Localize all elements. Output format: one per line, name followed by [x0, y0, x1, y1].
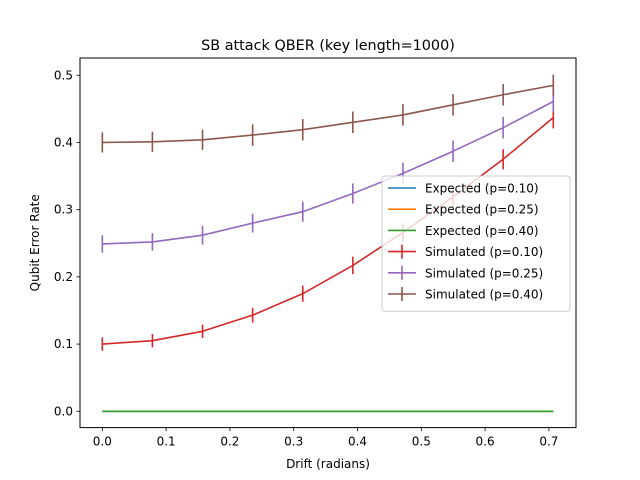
- y-tick-label: 0.4: [54, 135, 73, 149]
- x-tick-label: 0.6: [476, 435, 495, 449]
- series-6: [101, 74, 555, 153]
- legend: Expected (p=0.10) Expected (p=0.25) Expect…: [381, 175, 571, 312]
- legend-label: Expected (p=0.10): [425, 182, 539, 196]
- axes-frame: [79, 57, 577, 429]
- y-tick-label: 0.1: [54, 337, 73, 351]
- series-line: [102, 84, 554, 144]
- y-tick-label: 0.3: [54, 203, 73, 217]
- x-tick-label: 0.5: [412, 435, 431, 449]
- legend-label: Expected (p=0.40): [425, 224, 539, 238]
- x-tick-label: 0.7: [539, 435, 558, 449]
- legend-label: Simulated (p=0.40): [425, 288, 543, 302]
- x-tick-label: 0.1: [157, 435, 176, 449]
- x-tick-label: 0.4: [348, 435, 367, 449]
- series-line: [102, 100, 554, 245]
- y-tick-label: 0.2: [54, 270, 73, 284]
- x-tick-label: 0.0: [93, 435, 112, 449]
- x-tick-label: 0.2: [220, 435, 239, 449]
- series-5: [101, 90, 555, 253]
- legend-label: Simulated (p=0.10): [425, 245, 543, 259]
- y-axis-label: Qubit Error Rate: [28, 194, 42, 291]
- x-tick-label: 0.3: [284, 435, 303, 449]
- chart-title: SB attack QBER (key length=1000): [201, 38, 455, 54]
- y-tick-label: 0.5: [54, 68, 73, 82]
- legend-label: Expected (p=0.25): [425, 203, 539, 217]
- legend-label: Simulated (p=0.25): [425, 266, 543, 280]
- legend-box: [381, 175, 571, 312]
- y-tick-label: 0.0: [54, 404, 73, 418]
- plot-area: [101, 74, 555, 413]
- x-axis-label: Drift (radians): [286, 457, 370, 471]
- axes: 0.0 0.1 0.2 0.3 0.4 0.5 0.6 0.7 0.0 0.1 0.2 0.3 0.4 0…: [54, 68, 559, 448]
